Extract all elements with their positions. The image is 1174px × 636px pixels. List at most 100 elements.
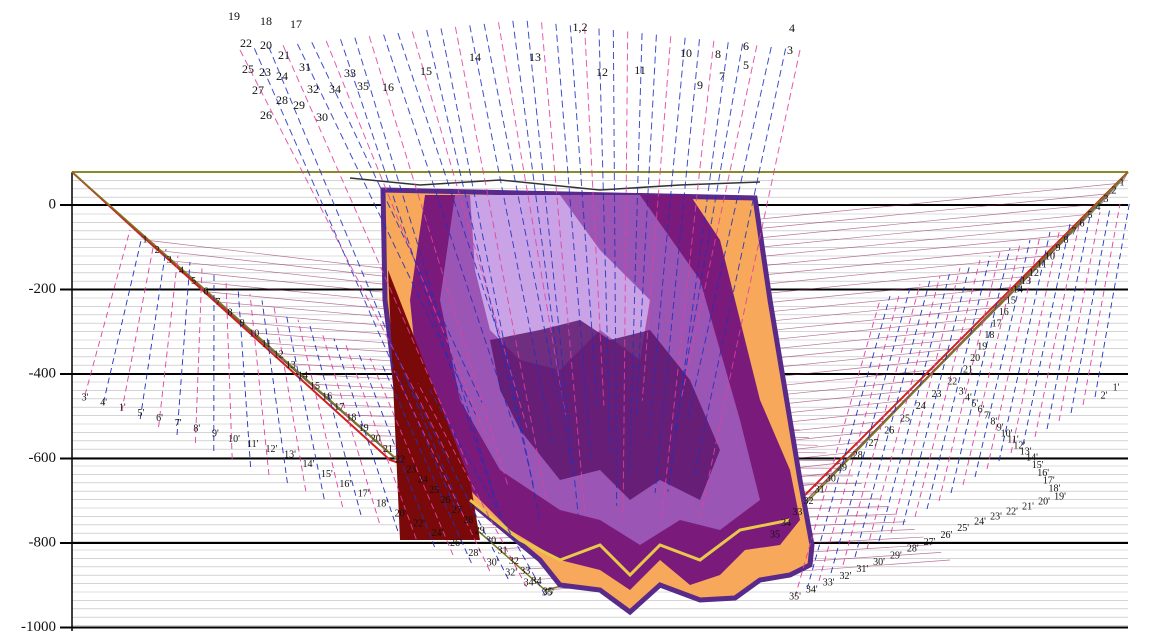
dashed-ray — [195, 268, 202, 443]
y-tick-label: -1000 — [21, 619, 56, 631]
station-label: 17 — [992, 319, 1002, 330]
dashed-ray — [334, 339, 398, 531]
ray-label: 35 — [357, 79, 369, 93]
ray-label: 17 — [290, 17, 302, 31]
station-label: 34' — [806, 584, 818, 595]
ray-label: 14 — [469, 50, 481, 64]
dashed-ray — [951, 248, 1010, 493]
station-label: 26' — [450, 538, 462, 549]
ray-label: 12 — [596, 65, 608, 79]
station-label: 31 — [815, 485, 825, 496]
station-label: 25' — [957, 523, 969, 534]
ray-label: 9 — [697, 78, 703, 92]
y-tick-label: -400 — [29, 365, 57, 381]
station-label: 28' — [907, 544, 919, 555]
station-label: 22 — [947, 377, 957, 388]
ray-label: 33 — [344, 66, 356, 80]
station-label: 30' — [873, 557, 885, 568]
station-label: 34' — [524, 577, 536, 588]
dashed-ray — [122, 243, 154, 411]
station-label: 30' — [487, 558, 499, 569]
station-label: 16 — [999, 307, 1009, 318]
ray-label: 20 — [260, 38, 272, 52]
station-label: 14 — [1013, 284, 1023, 295]
station-label: 9' — [212, 429, 219, 440]
ray-label: 34 — [329, 82, 341, 96]
dashed-ray — [103, 236, 142, 403]
ray-label: 15 — [420, 64, 432, 78]
station-label: 25 — [429, 485, 439, 496]
station-label: 13 — [286, 360, 296, 371]
station-label: 1' — [1113, 382, 1120, 393]
ray-label: 1,2 — [573, 20, 588, 34]
station-label: 18' — [376, 499, 388, 510]
ray-label: 24 — [276, 69, 288, 83]
ray-label: 23 — [259, 65, 271, 79]
ray-label: 31 — [299, 60, 311, 74]
y-tick-label: -600 — [29, 450, 57, 466]
station-label: 35' — [542, 587, 554, 598]
ray-label: 22 — [240, 36, 252, 50]
station-label: 1 — [143, 234, 148, 245]
station-label: 6 — [1080, 218, 1085, 229]
station-label: 32 — [509, 556, 519, 567]
station-label: 10 — [249, 329, 259, 340]
station-label: 18 — [984, 330, 994, 341]
station-label: 18 — [346, 412, 356, 423]
station-label: 8' — [193, 423, 200, 434]
station-label: 4' — [100, 397, 107, 408]
station-label: 27' — [924, 537, 936, 548]
y-tick-label: -200 — [29, 281, 57, 297]
station-label: 21 — [963, 364, 973, 375]
station-label: 31' — [856, 564, 868, 575]
station-label: 30 — [826, 473, 836, 484]
station-label: 32 — [804, 496, 814, 507]
ray-label: 16 — [382, 80, 394, 94]
station-label: 33 — [520, 566, 530, 577]
station-label: 8 — [228, 308, 233, 319]
station-label: 27 — [869, 438, 879, 449]
station-label: 22' — [1006, 506, 1018, 517]
station-label: 29 — [475, 525, 485, 536]
station-label: 19 — [359, 423, 369, 434]
station-label: 7 — [1072, 227, 1077, 238]
ray-label: 30 — [316, 110, 328, 124]
dashed-ray — [855, 280, 930, 557]
station-label: 1' — [119, 403, 126, 414]
station-label: 19 — [977, 341, 987, 352]
station-label: 20 — [970, 353, 980, 364]
ray-label: 18 — [260, 14, 272, 28]
station-label: 25 — [900, 413, 910, 424]
station-label: 2' — [1101, 390, 1108, 401]
station-label: 5' — [138, 408, 145, 419]
station-label: 34 — [781, 518, 791, 529]
station-label: 29 — [837, 462, 847, 473]
station-label: 22' — [413, 518, 425, 529]
station-label: 32' — [505, 568, 517, 579]
ray-label: 4 — [789, 21, 795, 35]
dashed-ray — [915, 260, 980, 517]
station-label: 32' — [840, 571, 852, 582]
station-label: 11 — [262, 339, 272, 350]
ray-label: 32 — [307, 82, 319, 96]
station-label: 21 — [383, 444, 393, 455]
station-label: 12' — [265, 444, 277, 455]
y-tick-label: -800 — [29, 534, 57, 550]
station-label: 24' — [432, 528, 444, 539]
dashed-ray — [927, 256, 990, 509]
station-label: 28 — [463, 515, 473, 526]
station-label: 23' — [990, 511, 1002, 522]
station-label: 14 — [298, 370, 308, 381]
station-label: 19' — [1054, 491, 1066, 502]
station-label: 22 — [395, 454, 405, 465]
y-tick-label: 0 — [49, 196, 57, 212]
ray-label: 21 — [278, 48, 290, 62]
station-label: 4 — [1096, 202, 1101, 213]
ray-label: 28 — [276, 93, 288, 107]
ray-label: 6 — [743, 39, 749, 53]
station-label: 17' — [358, 489, 370, 500]
station-label: 31 — [497, 546, 507, 557]
station-label: 23 — [406, 464, 416, 475]
station-label: 21' — [1022, 501, 1034, 512]
